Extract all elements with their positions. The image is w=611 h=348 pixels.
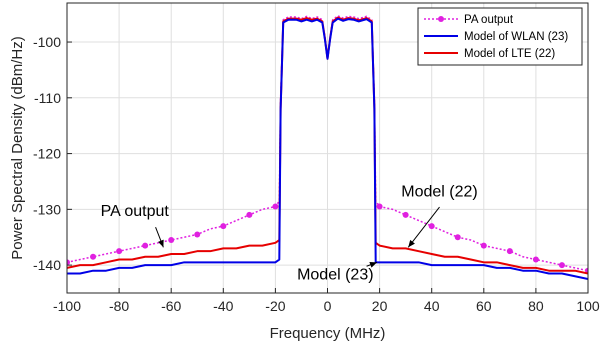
legend-marker-0 — [438, 16, 444, 22]
x-tick-label-7: 40 — [424, 298, 440, 314]
x-axis-label: Frequency (MHz) — [270, 325, 386, 342]
series-line-1 — [67, 17, 588, 281]
x-tick-label-8: 60 — [476, 298, 492, 314]
series-marker-0-46 — [454, 234, 461, 241]
x-tick-label-4: -20 — [265, 298, 285, 314]
series-marker-0-12 — [220, 223, 227, 230]
series-marker-0-14 — [246, 211, 253, 218]
series-marker-0-50 — [506, 248, 513, 255]
x-tick-label-5: 0 — [324, 298, 332, 314]
series-marker-0-42 — [402, 211, 409, 218]
annotation-text-1: Model (22) — [401, 184, 477, 201]
series-marker-0-2 — [90, 253, 97, 260]
series-marker-0-52 — [532, 256, 539, 263]
x-tick-label-1: -80 — [109, 298, 129, 314]
annotations: PA output Model (22) Model (23) — [101, 184, 478, 284]
series-marker-0-6 — [142, 242, 149, 249]
series-marker-0-16 — [272, 203, 279, 210]
legend-label-2: Model of LTE (22) — [464, 48, 555, 60]
y-axis-label: Power Spectral Density (dBm/Hz) — [9, 36, 26, 259]
series-marker-0-48 — [480, 242, 487, 249]
y-tick-label-3: -110 — [34, 90, 61, 106]
y-tick-label-2: -120 — [33, 146, 61, 162]
series-marker-0-44 — [428, 223, 435, 230]
x-tick-label-9: 80 — [528, 298, 544, 314]
x-tick-label-10: 100 — [576, 298, 600, 314]
series-marker-0-40 — [376, 203, 383, 210]
y-tick-label-0: -140 — [33, 257, 61, 273]
annotation-text-0: PA output — [101, 203, 170, 220]
annotation-arrow-1 — [407, 206, 440, 248]
y-tick-label-1: -130 — [33, 201, 61, 217]
annotation-arrowhead-2 — [369, 261, 377, 268]
series-lines — [67, 15, 588, 281]
series-marker-0-4 — [116, 248, 123, 255]
series-marker-0-54 — [558, 262, 565, 269]
annotation-text-2: Model (23) — [297, 267, 373, 284]
series-marker-0-10 — [194, 231, 201, 238]
series-marker-0-0 — [67, 259, 70, 266]
series-marker-0-8 — [168, 237, 175, 244]
x-tick-label-3: -40 — [213, 298, 233, 314]
x-tick-label-6: 20 — [372, 298, 388, 314]
x-ticks: -100 -80 -60 -40 -20 0 20 40 60 80 100 — [53, 288, 600, 314]
y-tick-label-4: -100 — [33, 34, 61, 50]
annotation-arrowhead-0 — [158, 239, 164, 248]
legend-label-0: PA output — [464, 14, 514, 26]
legend: PA output Model of WLAN (23) Model of LTE … — [417, 7, 583, 66]
y-ticks: -140 -130 -120 -110 -100 — [33, 34, 72, 273]
x-tick-label-0: -100 — [53, 298, 81, 314]
x-tick-label-2: -60 — [161, 298, 181, 314]
annotation-arrowhead-1 — [408, 239, 415, 248]
legend-label-1: Model of WLAN (23) — [464, 31, 568, 43]
